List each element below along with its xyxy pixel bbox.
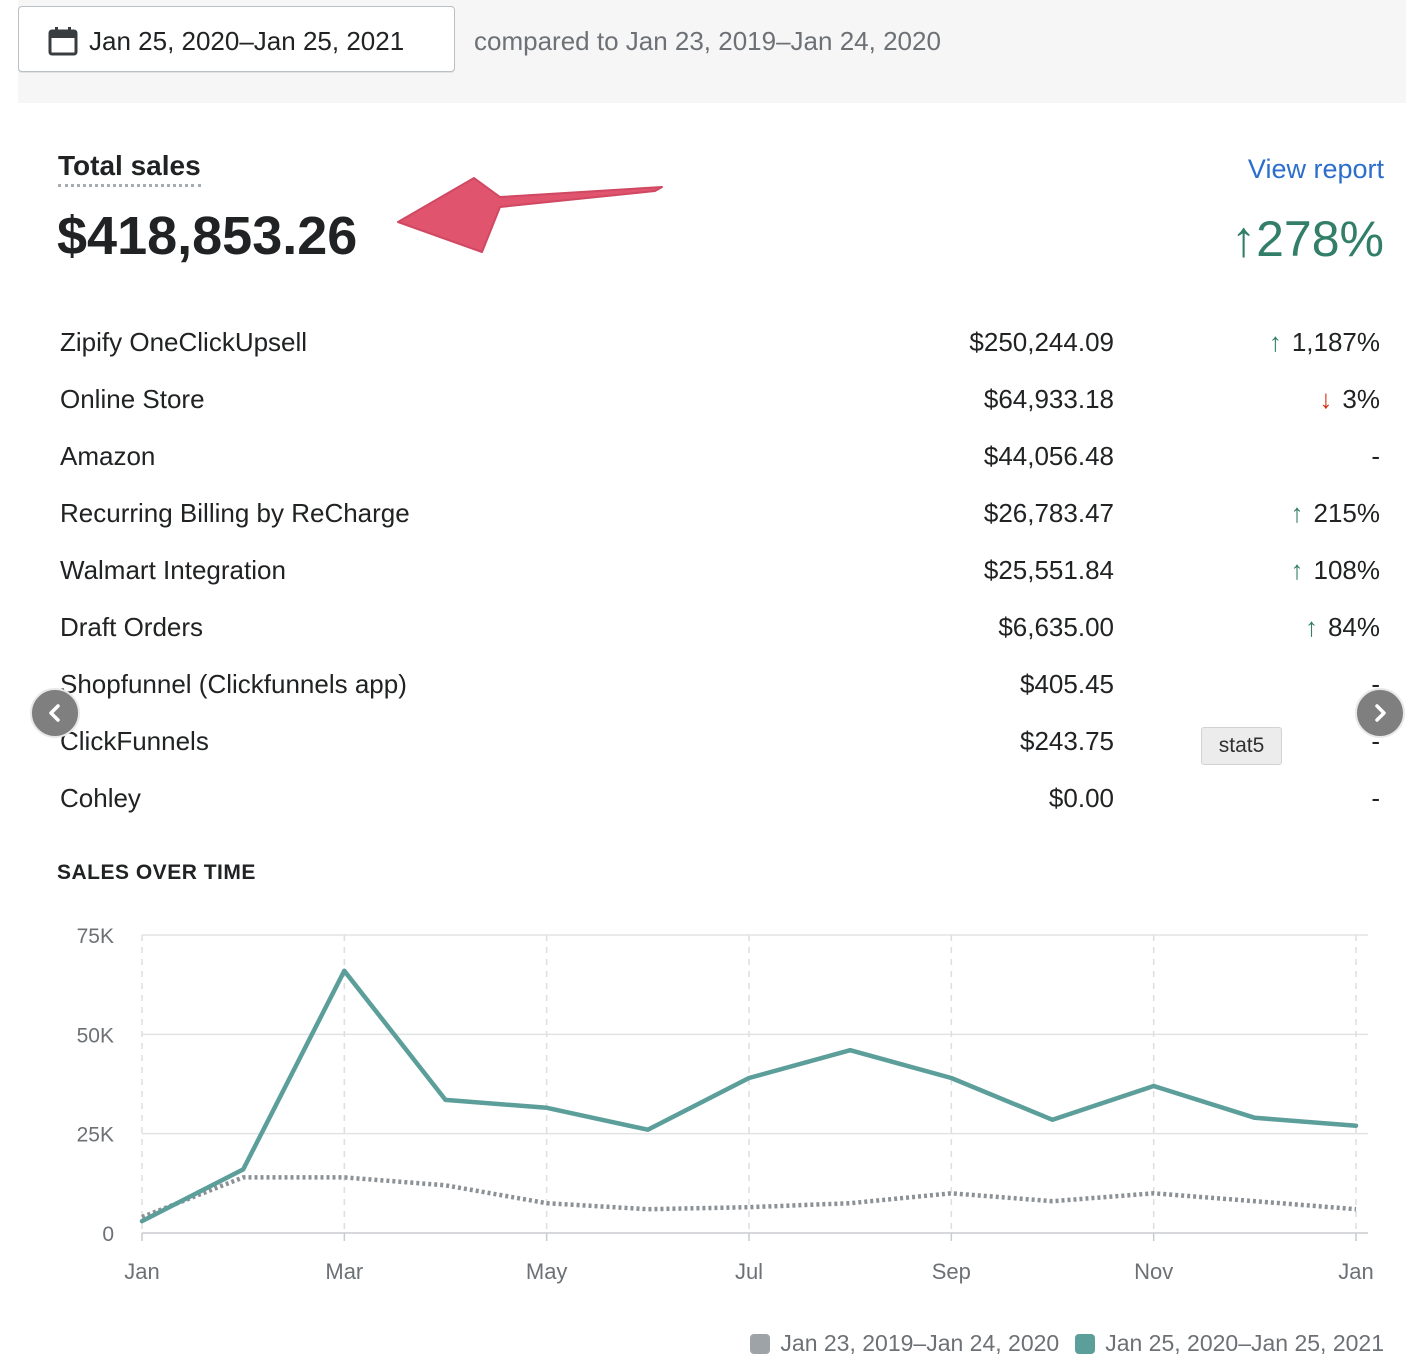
legend-label-previous: Jan 23, 2019–Jan 24, 2020 [780, 1330, 1060, 1356]
legend-item-current[interactable]: Jan 25, 2020–Jan 25, 2021 [1075, 1330, 1384, 1357]
channel-row: Walmart Integration $25,551.84 ↑ 108% [0, 543, 1406, 600]
channel-row: Recurring Billing by ReCharge $26,783.47… [0, 486, 1406, 543]
annotation-arrow [397, 177, 663, 253]
channel-name: Amazon [60, 441, 156, 471]
channel-amount: $64,933.18 [983, 384, 1114, 414]
channel-name: Draft Orders [60, 612, 204, 642]
channel-change: - [1371, 726, 1380, 756]
channel-amount: $44,056.48 [983, 441, 1114, 471]
x-tick-label: Nov [1134, 1259, 1173, 1284]
x-tick-label: Mar [325, 1259, 363, 1284]
y-tick-label: 25K [77, 1124, 114, 1147]
channel-change: ↑ 84% [1305, 612, 1380, 643]
up-arrow-icon: ↑ [1304, 612, 1318, 642]
channel-name: Cohley [60, 783, 141, 813]
legend-item-previous[interactable]: Jan 23, 2019–Jan 24, 2020 [750, 1330, 1059, 1357]
channel-change-value: 84% [1327, 612, 1380, 642]
up-arrow-icon: ↑ [1290, 498, 1304, 528]
up-arrow-icon: ↑ [1290, 555, 1304, 585]
legend-label-current: Jan 25, 2020–Jan 25, 2021 [1105, 1330, 1384, 1356]
channel-change: ↑ 215% [1291, 498, 1381, 529]
channel-change: - [1371, 669, 1380, 699]
channel-change: - [1371, 441, 1380, 471]
date-range-label: Jan 25, 2020–Jan 25, 2021 [89, 26, 405, 56]
channel-amount: $25,551.84 [983, 555, 1114, 585]
next-button[interactable] [1355, 688, 1405, 738]
channel-amount: $6,635.00 [998, 612, 1114, 642]
channel-change-value: 3% [1342, 384, 1380, 414]
x-tick-label: Jan [124, 1259, 159, 1284]
calendar-icon [48, 27, 78, 56]
channel-change-value: 215% [1313, 498, 1381, 528]
channel-amount: $405.45 [1020, 669, 1114, 699]
channel-change: - [1371, 783, 1380, 813]
channel-name: Walmart Integration [60, 555, 286, 585]
channel-amount: $250,244.09 [969, 327, 1114, 357]
channel-row: Amazon $44,056.48 - [0, 429, 1406, 486]
chart-legend: Jan 23, 2019–Jan 24, 2020 Jan 25, 2020–J… [734, 1330, 1384, 1357]
chevron-right-icon [1375, 704, 1386, 722]
sales-over-time-chart: 0 25K 50K 75K Jan Mar May Jul Sep Nov Jan [77, 925, 1374, 1284]
channel-change: ↑ 108% [1291, 555, 1381, 586]
x-tick-label: May [526, 1259, 568, 1284]
channel-name: ClickFunnels [60, 726, 209, 756]
tooltip: stat5 [1201, 727, 1282, 765]
channel-change: ↓ 3% [1319, 384, 1380, 415]
chart-title: SALES OVER TIME [57, 861, 256, 884]
x-tick-label: Jan [1338, 1259, 1373, 1284]
x-tick-label: Sep [932, 1259, 971, 1284]
channel-row: Shopfunnel (Clickfunnels app) $405.45 - [0, 657, 1406, 714]
channel-change-value: 108% [1313, 555, 1381, 585]
series-line-current [139, 968, 1359, 1224]
channel-row: Zipify OneClickUpsell $250,244.09 ↑ 1,187… [0, 315, 1406, 372]
channel-name: Recurring Billing by ReCharge [60, 498, 410, 528]
y-tick-label: 50K [77, 1024, 114, 1047]
channel-change-value: 1,187% [1291, 327, 1380, 357]
total-sales-value: $418,853.26 [57, 206, 358, 266]
channel-amount: $243.75 [1020, 726, 1114, 756]
up-arrow-icon: ↑ [1268, 327, 1282, 357]
legend-swatch-current [1075, 1333, 1096, 1354]
up-arrow-icon: ↑ [1231, 211, 1257, 267]
y-tick-label: 75K [77, 925, 114, 948]
series-line-previous [141, 1175, 1357, 1220]
total-change: ↑278% [1231, 210, 1384, 268]
date-range-button[interactable]: Jan 25, 2020–Jan 25, 2021 [18, 6, 455, 72]
channel-change: ↑ 1,187% [1269, 327, 1380, 358]
channel-name: Shopfunnel (Clickfunnels app) [60, 669, 407, 699]
channel-name: Online Store [60, 384, 205, 414]
channel-row: ClickFunnels $243.75 - [0, 714, 1406, 771]
previous-button[interactable] [30, 688, 80, 738]
channel-row: Cohley $0.00 - [0, 771, 1406, 828]
channel-row: Draft Orders $6,635.00 ↑ 84% [0, 600, 1406, 657]
x-tick-label: Jul [735, 1259, 763, 1284]
view-report-link[interactable]: View report [1247, 154, 1384, 184]
channel-amount: $0.00 [1048, 783, 1114, 813]
card-title[interactable]: Total sales [58, 150, 201, 187]
down-arrow-icon: ↓ [1319, 384, 1333, 414]
channel-name: Zipify OneClickUpsell [60, 327, 308, 357]
chevron-left-icon [49, 704, 60, 722]
legend-swatch-previous [750, 1333, 771, 1354]
y-tick-label: 0 [102, 1223, 114, 1246]
comparison-label: compared to Jan 23, 2019–Jan 24, 2020 [474, 26, 941, 56]
channel-amount: $26,783.47 [983, 498, 1114, 528]
channel-row: Online Store $64,933.18 ↓ 3% [0, 372, 1406, 429]
total-change-value: 278% [1256, 211, 1384, 267]
